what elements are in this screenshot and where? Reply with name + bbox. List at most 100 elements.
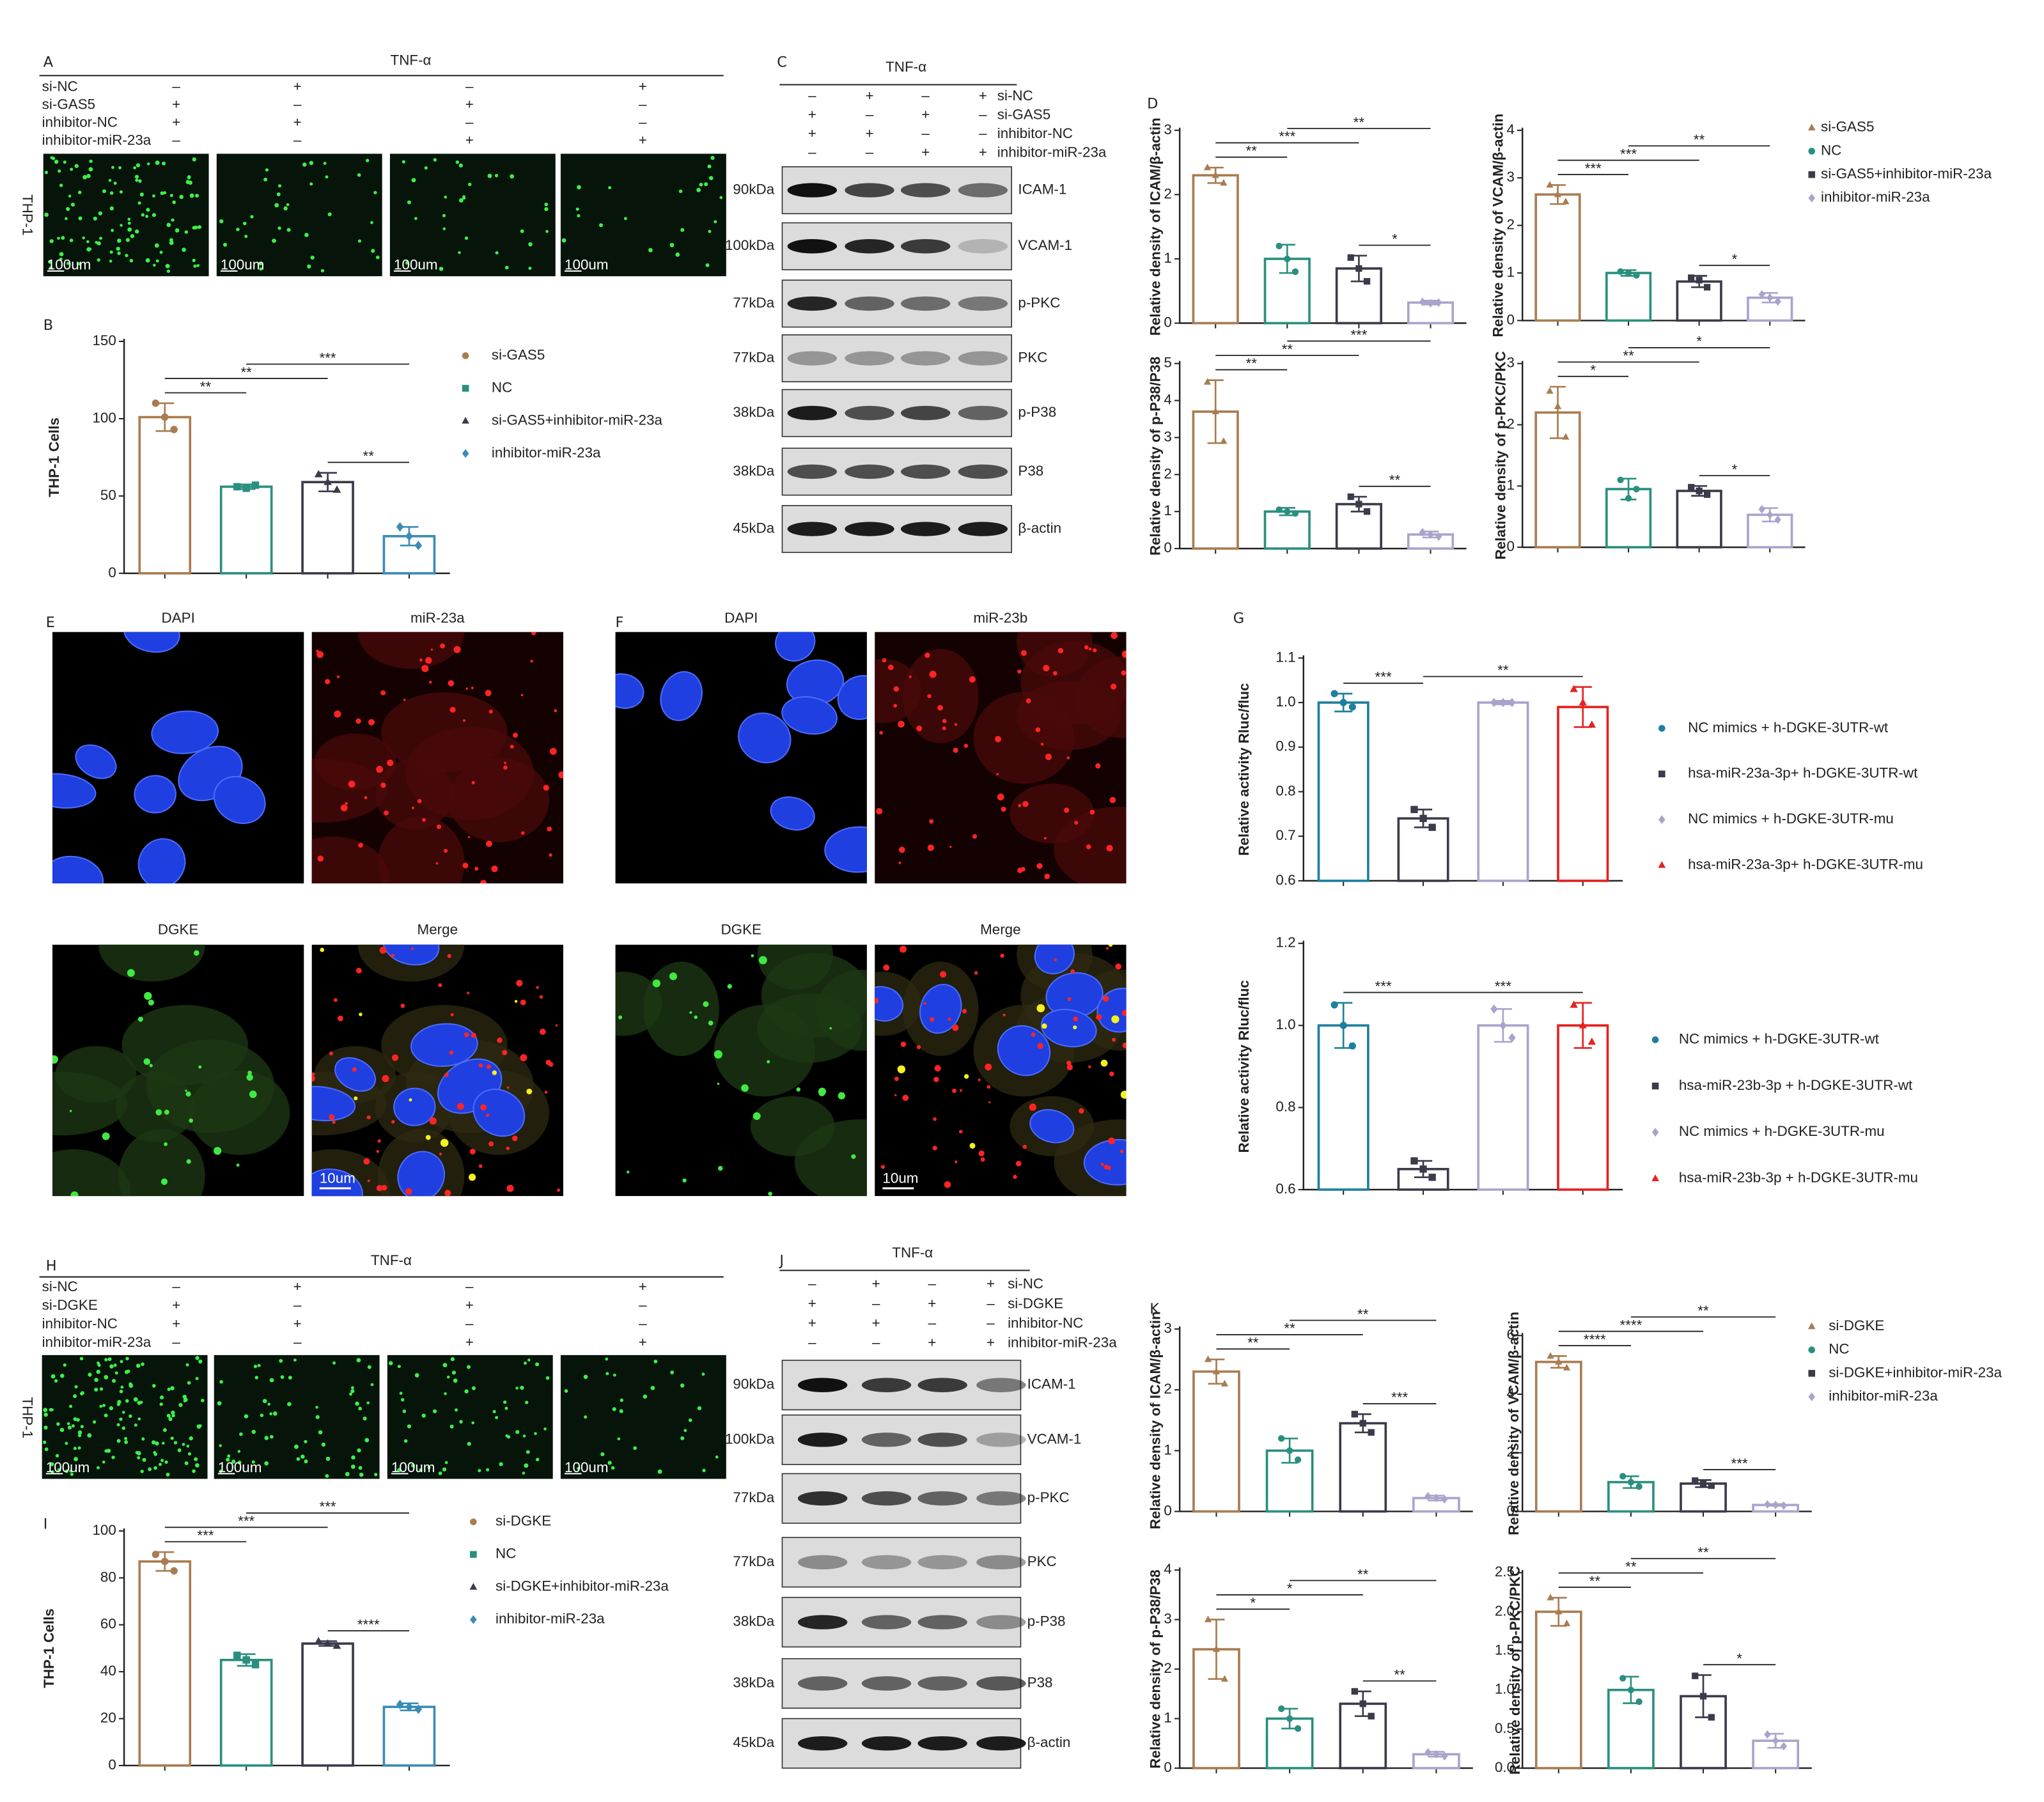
- legend-label: inhibitor-miR-23a: [1821, 189, 1930, 205]
- cell-dot: [77, 1430, 82, 1435]
- protein-spot: [186, 1159, 191, 1164]
- treatment-sign: +: [928, 1334, 936, 1350]
- y-tick-label: 0.7: [1276, 827, 1295, 843]
- cell-dot: [116, 246, 120, 251]
- channel-title: DGKE: [721, 921, 761, 937]
- cell-dot: [152, 213, 156, 217]
- cell-dot: [263, 177, 268, 182]
- cell-dot: [697, 1406, 702, 1411]
- cell-dot: [102, 189, 107, 194]
- cell-dot: [99, 1387, 104, 1391]
- cell-dot: [371, 249, 375, 253]
- cell-dot: [109, 1364, 114, 1369]
- cell-dot: [97, 1363, 101, 1367]
- blot-band: [917, 1555, 967, 1570]
- point: [414, 1704, 423, 1714]
- treatment-sign: +: [872, 1315, 880, 1331]
- cell-dot: [109, 260, 113, 263]
- point: [1221, 1379, 1229, 1386]
- cell-dot: [179, 194, 183, 199]
- rna-spot: [411, 806, 414, 809]
- cytoplasm: [121, 1005, 248, 1085]
- blot-band: [797, 1491, 848, 1506]
- protein-name: ICAM-1: [1027, 1376, 1076, 1392]
- cell-dot: [219, 219, 224, 224]
- y-tick-label: 4: [1507, 121, 1515, 137]
- panel-letter: D: [1147, 96, 1158, 113]
- point: [242, 485, 250, 492]
- rna-spot: [954, 1160, 958, 1163]
- rna-spot: [444, 1073, 449, 1077]
- cell-dot: [464, 1389, 469, 1394]
- rna-spot: [876, 808, 883, 815]
- cell-dot: [506, 1435, 511, 1439]
- cell-dot: [675, 252, 680, 257]
- cell-dot: [169, 194, 173, 198]
- scale-bar-label: 100um: [221, 257, 265, 273]
- blot-band: [976, 1491, 1026, 1506]
- rna-spot: [1109, 796, 1116, 804]
- cell-dot: [494, 174, 499, 178]
- point: [1294, 1725, 1302, 1732]
- cell-dot: [119, 1417, 123, 1421]
- cell-dot: [535, 1362, 540, 1367]
- cell-dot: [269, 1378, 274, 1383]
- point: [1203, 378, 1212, 385]
- legend-label: NC: [495, 1546, 516, 1562]
- colocalized-spot: [969, 1142, 976, 1149]
- treatment-label: inhibitor-miR-23a: [997, 144, 1107, 160]
- cell-dot: [357, 1448, 361, 1453]
- point: [1363, 508, 1371, 515]
- rna-spot: [1088, 1065, 1091, 1068]
- nucleus: [311, 1169, 363, 1197]
- cell-dot: [129, 1383, 134, 1388]
- cell-dot: [82, 175, 88, 180]
- point: [1767, 510, 1774, 519]
- point: [314, 1636, 323, 1645]
- point: [1424, 1491, 1432, 1501]
- cell-dot: [219, 1444, 222, 1447]
- cell-dot: [137, 201, 141, 205]
- cell-dot: [141, 1362, 144, 1367]
- protein-spot: [236, 1163, 240, 1167]
- legend-label: hsa-miR-23a-3p+ h-DGKE-3UTR-wt: [1688, 765, 1918, 781]
- point: [1772, 1736, 1779, 1745]
- y-tick-label: 100: [92, 1522, 116, 1538]
- cell-dot: [414, 1372, 419, 1378]
- cell-dot: [96, 1466, 100, 1470]
- rna-spot: [937, 704, 943, 711]
- point: [1625, 495, 1632, 502]
- legend-label: si-DGKE+inhibitor-miR-23a: [495, 1578, 669, 1594]
- rna-spot: [428, 680, 432, 684]
- blot-band: [958, 296, 1008, 311]
- treatment-sign: –: [172, 78, 180, 94]
- significance-label: *: [1392, 231, 1398, 247]
- treatment-label: si-NC: [42, 1278, 78, 1294]
- rna-spot: [471, 781, 475, 784]
- cell-dot: [138, 179, 142, 183]
- rna-spot: [1040, 743, 1044, 746]
- cell-dot: [427, 1466, 431, 1470]
- rna-spot: [480, 1104, 487, 1111]
- point: [1627, 1479, 1635, 1486]
- cell-dot: [459, 1420, 463, 1424]
- treatment-label: si-DGKE: [1008, 1295, 1063, 1311]
- cell-dot: [124, 1436, 128, 1440]
- point: [1359, 1700, 1366, 1707]
- y-tick-label: 3: [1507, 169, 1515, 185]
- treatment-label: inhibitor-miR-23a: [42, 132, 152, 148]
- point: [1277, 1705, 1285, 1713]
- cell-dot: [359, 1472, 364, 1477]
- rna-spot: [539, 995, 543, 999]
- treatment-sign: –: [172, 132, 180, 148]
- protein-spot: [137, 1016, 143, 1022]
- cell-dot: [462, 195, 466, 199]
- cell-dot: [670, 1371, 675, 1374]
- rna-spot: [558, 771, 564, 779]
- rna-spot: [485, 690, 492, 697]
- channel-title: DGKE: [158, 921, 198, 937]
- cell-dot: [159, 1402, 163, 1406]
- cell-dot: [258, 261, 263, 266]
- rna-spot: [1022, 801, 1029, 807]
- cell-dot: [265, 168, 269, 172]
